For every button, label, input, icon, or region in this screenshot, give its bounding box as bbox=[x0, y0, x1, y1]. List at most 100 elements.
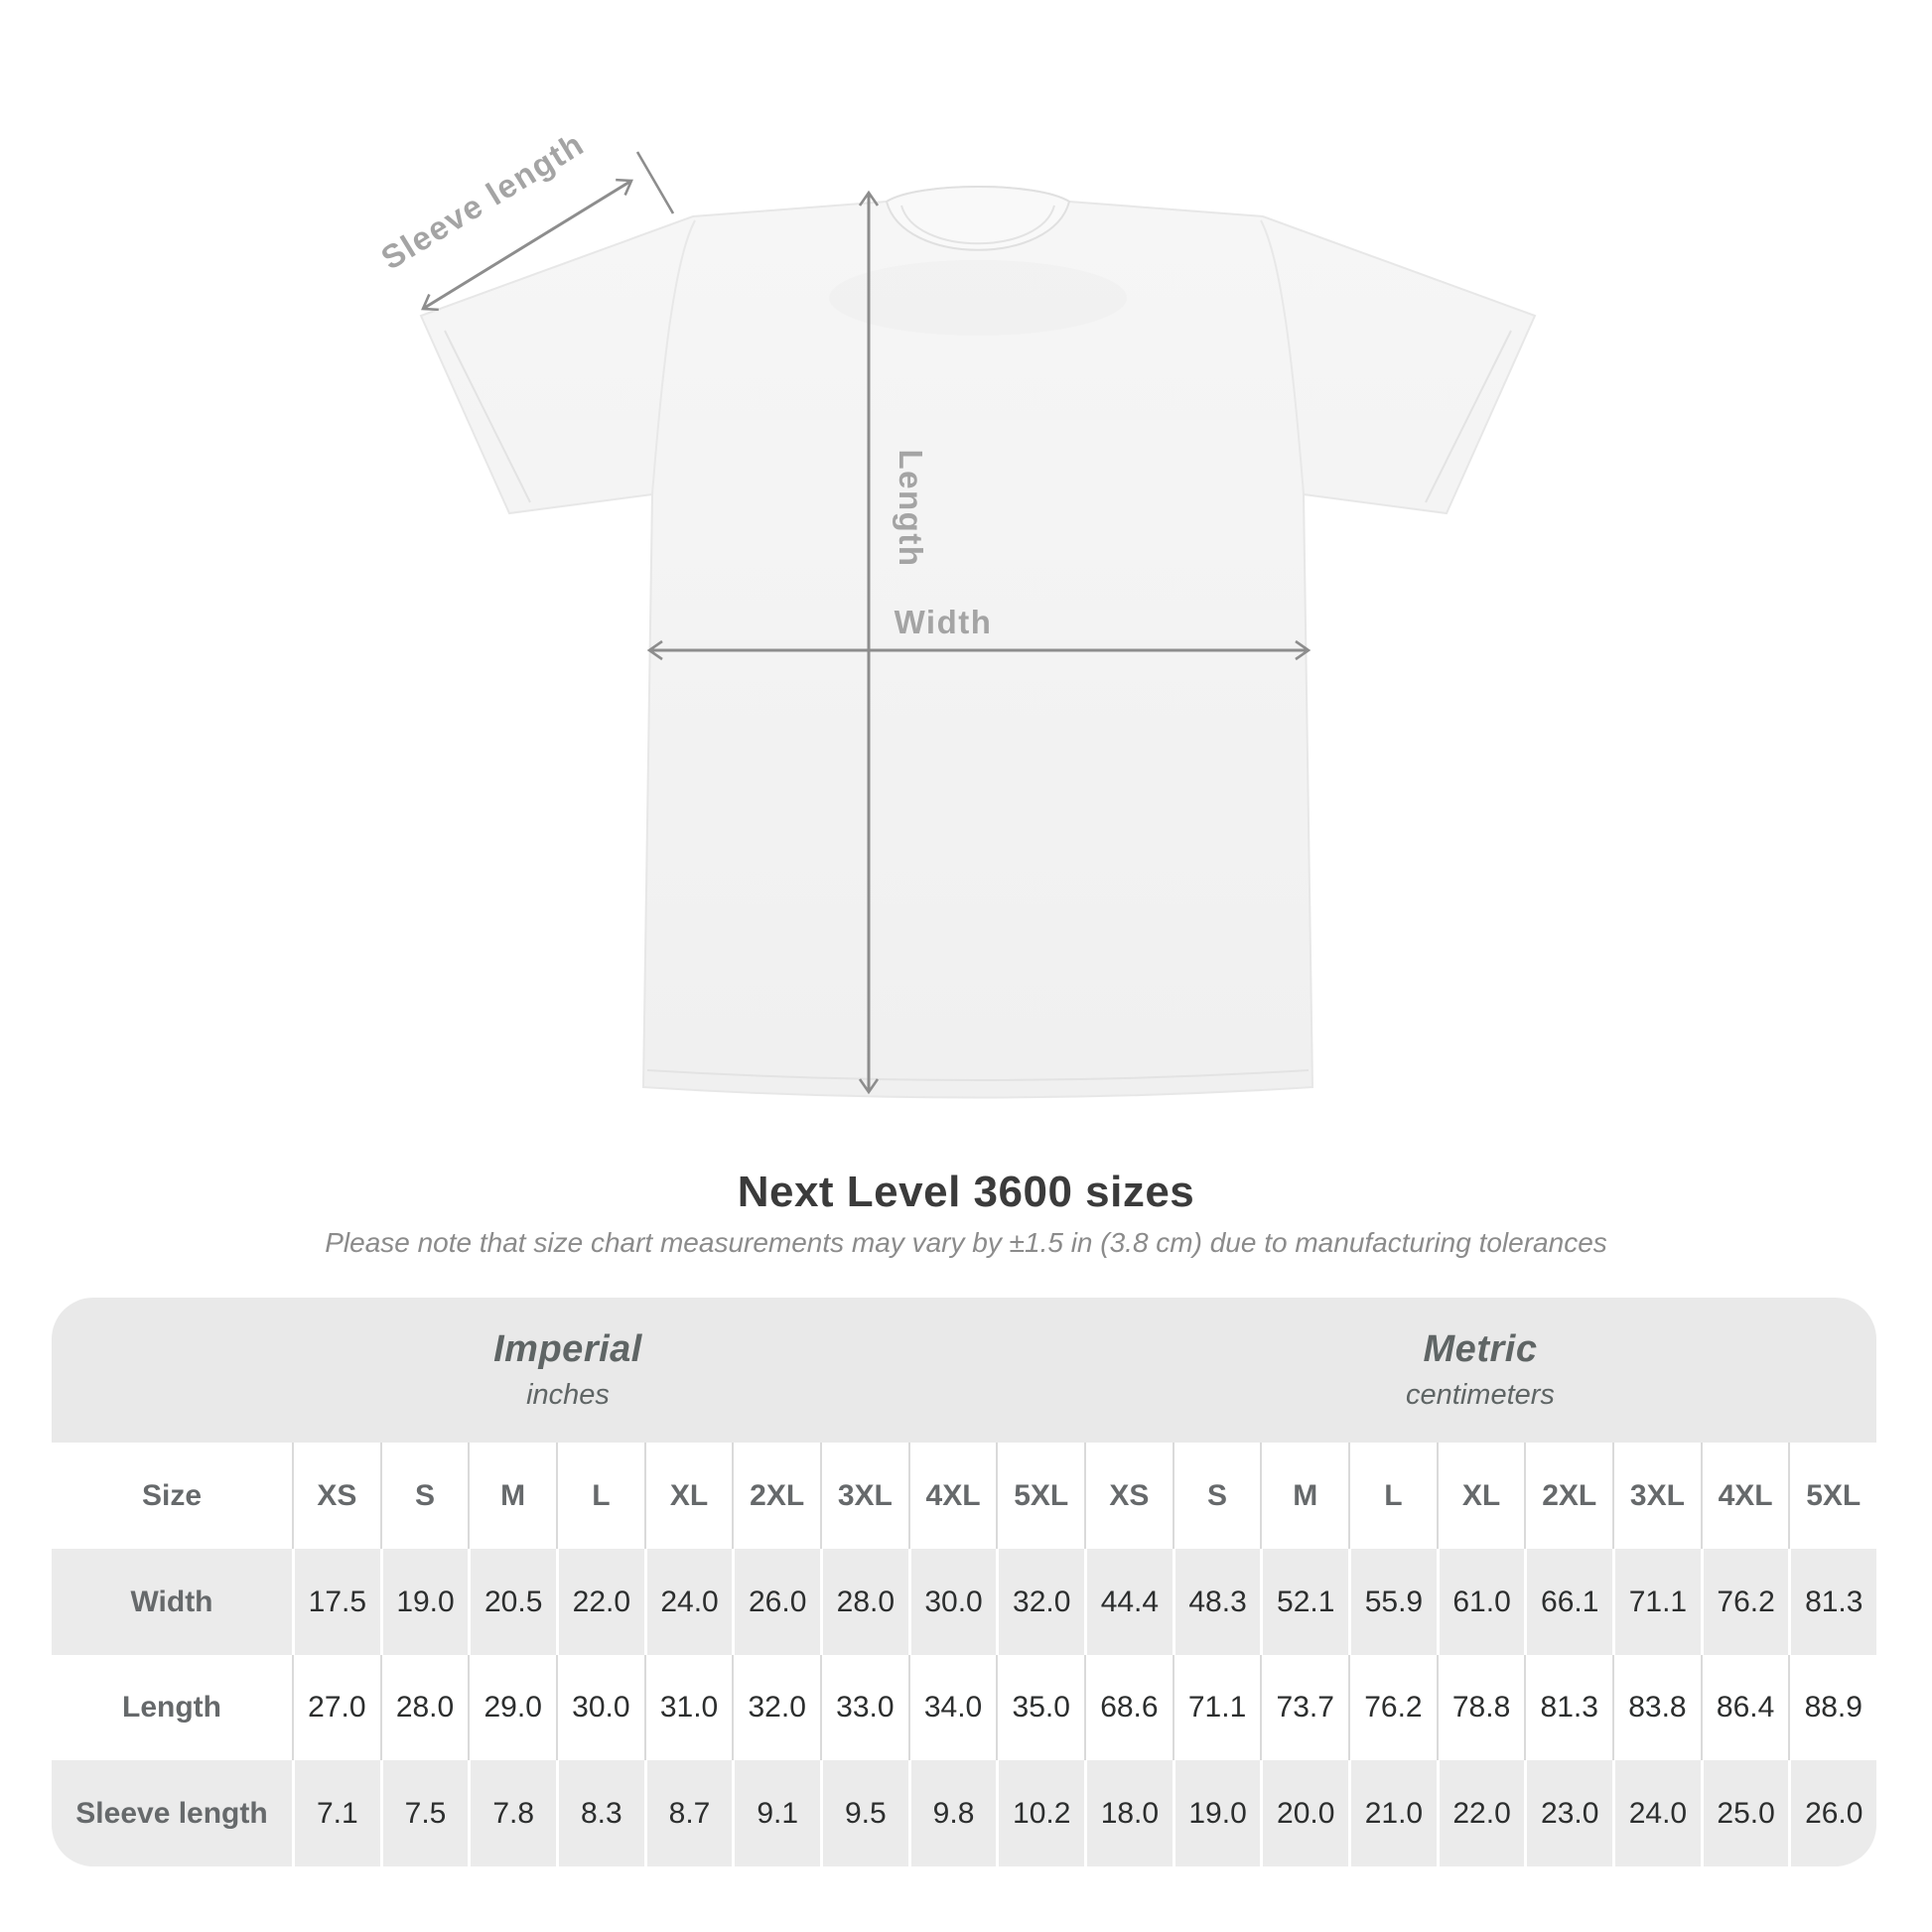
metric-unit: centimeters bbox=[1406, 1379, 1555, 1411]
size-header-cell: 3XL bbox=[820, 1443, 908, 1549]
size-header-row: Size XS S M L XL 2XL 3XL 4XL 5XL XS S M … bbox=[52, 1443, 1876, 1549]
value-cell: 19.0 bbox=[379, 1549, 469, 1655]
tshirt-diagram: Sleeve length Length Width bbox=[374, 125, 1537, 1099]
size-header-cell: M bbox=[1260, 1443, 1348, 1549]
size-header-cell: 4XL bbox=[1700, 1443, 1789, 1549]
size-header-cell: 5XL bbox=[1788, 1443, 1876, 1549]
value-cell: 24.0 bbox=[1612, 1760, 1701, 1866]
value-cell: 81.3 bbox=[1788, 1549, 1876, 1655]
size-header-cell: XS bbox=[292, 1443, 380, 1549]
value-cell: 31.0 bbox=[643, 1655, 733, 1760]
size-header-cell: XL bbox=[1436, 1443, 1525, 1549]
value-cell: 76.2 bbox=[1348, 1655, 1437, 1760]
value-cell: 24.0 bbox=[643, 1549, 733, 1655]
value-cell: 10.2 bbox=[996, 1760, 1084, 1866]
value-cell: 30.0 bbox=[556, 1655, 644, 1760]
value-cell: 20.5 bbox=[468, 1549, 556, 1655]
value-cell: 55.9 bbox=[1348, 1549, 1437, 1655]
value-cell: 8.3 bbox=[556, 1760, 644, 1866]
value-cell: 86.4 bbox=[1700, 1655, 1789, 1760]
value-cell: 33.0 bbox=[820, 1655, 908, 1760]
collar bbox=[885, 186, 1071, 251]
size-header-cell: XS bbox=[1084, 1443, 1173, 1549]
tshirt-illustration bbox=[419, 186, 1537, 1099]
value-cell: 66.1 bbox=[1524, 1549, 1612, 1655]
value-cell: 26.0 bbox=[1788, 1760, 1876, 1866]
size-col-header: Size bbox=[141, 1478, 203, 1512]
size-table: Imperial inches Metric centimeters Size … bbox=[52, 1298, 1876, 1866]
sleeve-boundary-tick bbox=[635, 151, 675, 214]
value-cell: 44.4 bbox=[1084, 1549, 1173, 1655]
value-cell: 81.3 bbox=[1524, 1655, 1612, 1760]
value-cell: 19.0 bbox=[1172, 1760, 1261, 1866]
value-cell: 29.0 bbox=[468, 1655, 556, 1760]
value-cell: 32.0 bbox=[732, 1655, 820, 1760]
size-header-cell: M bbox=[468, 1443, 556, 1549]
value-cell: 22.0 bbox=[556, 1549, 644, 1655]
width-label: Width bbox=[895, 604, 993, 640]
value-cell: 21.0 bbox=[1348, 1760, 1437, 1866]
measurement-arrows bbox=[421, 151, 1311, 1095]
value-cell: 9.5 bbox=[820, 1760, 908, 1866]
table-row-sleeve-length: Sleeve length 7.1 7.5 7.8 8.3 8.7 9.1 9.… bbox=[52, 1760, 1876, 1866]
value-cell: 7.8 bbox=[468, 1760, 556, 1866]
value-cell: 61.0 bbox=[1436, 1549, 1525, 1655]
metric-title: Metric bbox=[1423, 1328, 1538, 1370]
size-header-cell: L bbox=[556, 1443, 644, 1549]
value-cell: 9.1 bbox=[732, 1760, 820, 1866]
sleeve-length-arrow bbox=[421, 178, 633, 312]
value-cell: 25.0 bbox=[1700, 1760, 1789, 1866]
value-cell: 83.8 bbox=[1612, 1655, 1701, 1760]
value-cell: 78.8 bbox=[1436, 1655, 1525, 1760]
value-cell: 32.0 bbox=[996, 1549, 1084, 1655]
value-cell: 30.0 bbox=[907, 1549, 997, 1655]
size-header-cell: 5XL bbox=[996, 1443, 1084, 1549]
imperial-unit: inches bbox=[526, 1379, 610, 1411]
value-cell: 27.0 bbox=[292, 1655, 380, 1760]
value-cell: 20.0 bbox=[1260, 1760, 1348, 1866]
value-cell: 18.0 bbox=[1084, 1760, 1173, 1866]
size-header-cell: S bbox=[1172, 1443, 1261, 1549]
value-cell: 34.0 bbox=[907, 1655, 997, 1760]
value-cell: 22.0 bbox=[1436, 1760, 1525, 1866]
value-cell: 76.2 bbox=[1700, 1549, 1789, 1655]
length-label: Length bbox=[893, 450, 929, 568]
value-cell: 9.8 bbox=[907, 1760, 997, 1866]
row-label: Sleeve length bbox=[75, 1796, 268, 1830]
row-label: Length bbox=[122, 1691, 221, 1724]
value-cell: 26.0 bbox=[732, 1549, 820, 1655]
metric-section-header: Metric centimeters bbox=[1084, 1298, 1876, 1443]
value-cell: 68.6 bbox=[1084, 1655, 1173, 1760]
value-cell: 52.1 bbox=[1260, 1549, 1348, 1655]
value-cell: 71.1 bbox=[1172, 1655, 1261, 1760]
size-header-cell: XL bbox=[643, 1443, 733, 1549]
size-header-cell: 2XL bbox=[1524, 1443, 1612, 1549]
value-cell: 7.5 bbox=[379, 1760, 469, 1866]
value-cell: 28.0 bbox=[379, 1655, 469, 1760]
sleeve-length-label: Sleeve length bbox=[374, 125, 590, 277]
value-cell: 73.7 bbox=[1260, 1655, 1348, 1760]
value-cell: 8.7 bbox=[643, 1760, 733, 1866]
imperial-title: Imperial bbox=[493, 1328, 642, 1370]
value-cell: 7.1 bbox=[292, 1760, 380, 1866]
row-label: Width bbox=[130, 1585, 213, 1618]
value-cell: 48.3 bbox=[1172, 1549, 1261, 1655]
imperial-section-header: Imperial inches bbox=[52, 1298, 1084, 1443]
size-header-cell: L bbox=[1348, 1443, 1437, 1549]
table-row-length: Length 27.0 28.0 29.0 30.0 31.0 32.0 33.… bbox=[52, 1655, 1876, 1760]
value-cell: 17.5 bbox=[292, 1549, 380, 1655]
value-cell: 23.0 bbox=[1524, 1760, 1612, 1866]
value-cell: 71.1 bbox=[1612, 1549, 1701, 1655]
size-header-cell: S bbox=[379, 1443, 469, 1549]
units-band: Imperial inches Metric centimeters bbox=[52, 1298, 1876, 1443]
table-row-width: Width 17.5 19.0 20.5 22.0 24.0 26.0 28.0… bbox=[52, 1549, 1876, 1655]
size-header-cell: 4XL bbox=[907, 1443, 997, 1549]
size-header-cell: 3XL bbox=[1612, 1443, 1701, 1549]
size-header-cell: 2XL bbox=[732, 1443, 820, 1549]
value-cell: 88.9 bbox=[1788, 1655, 1876, 1760]
value-cell: 28.0 bbox=[820, 1549, 908, 1655]
value-cell: 35.0 bbox=[996, 1655, 1084, 1760]
page-title: Next Level 3600 sizes bbox=[737, 1168, 1195, 1216]
tolerance-note: Please note that size chart measurements… bbox=[325, 1227, 1607, 1258]
